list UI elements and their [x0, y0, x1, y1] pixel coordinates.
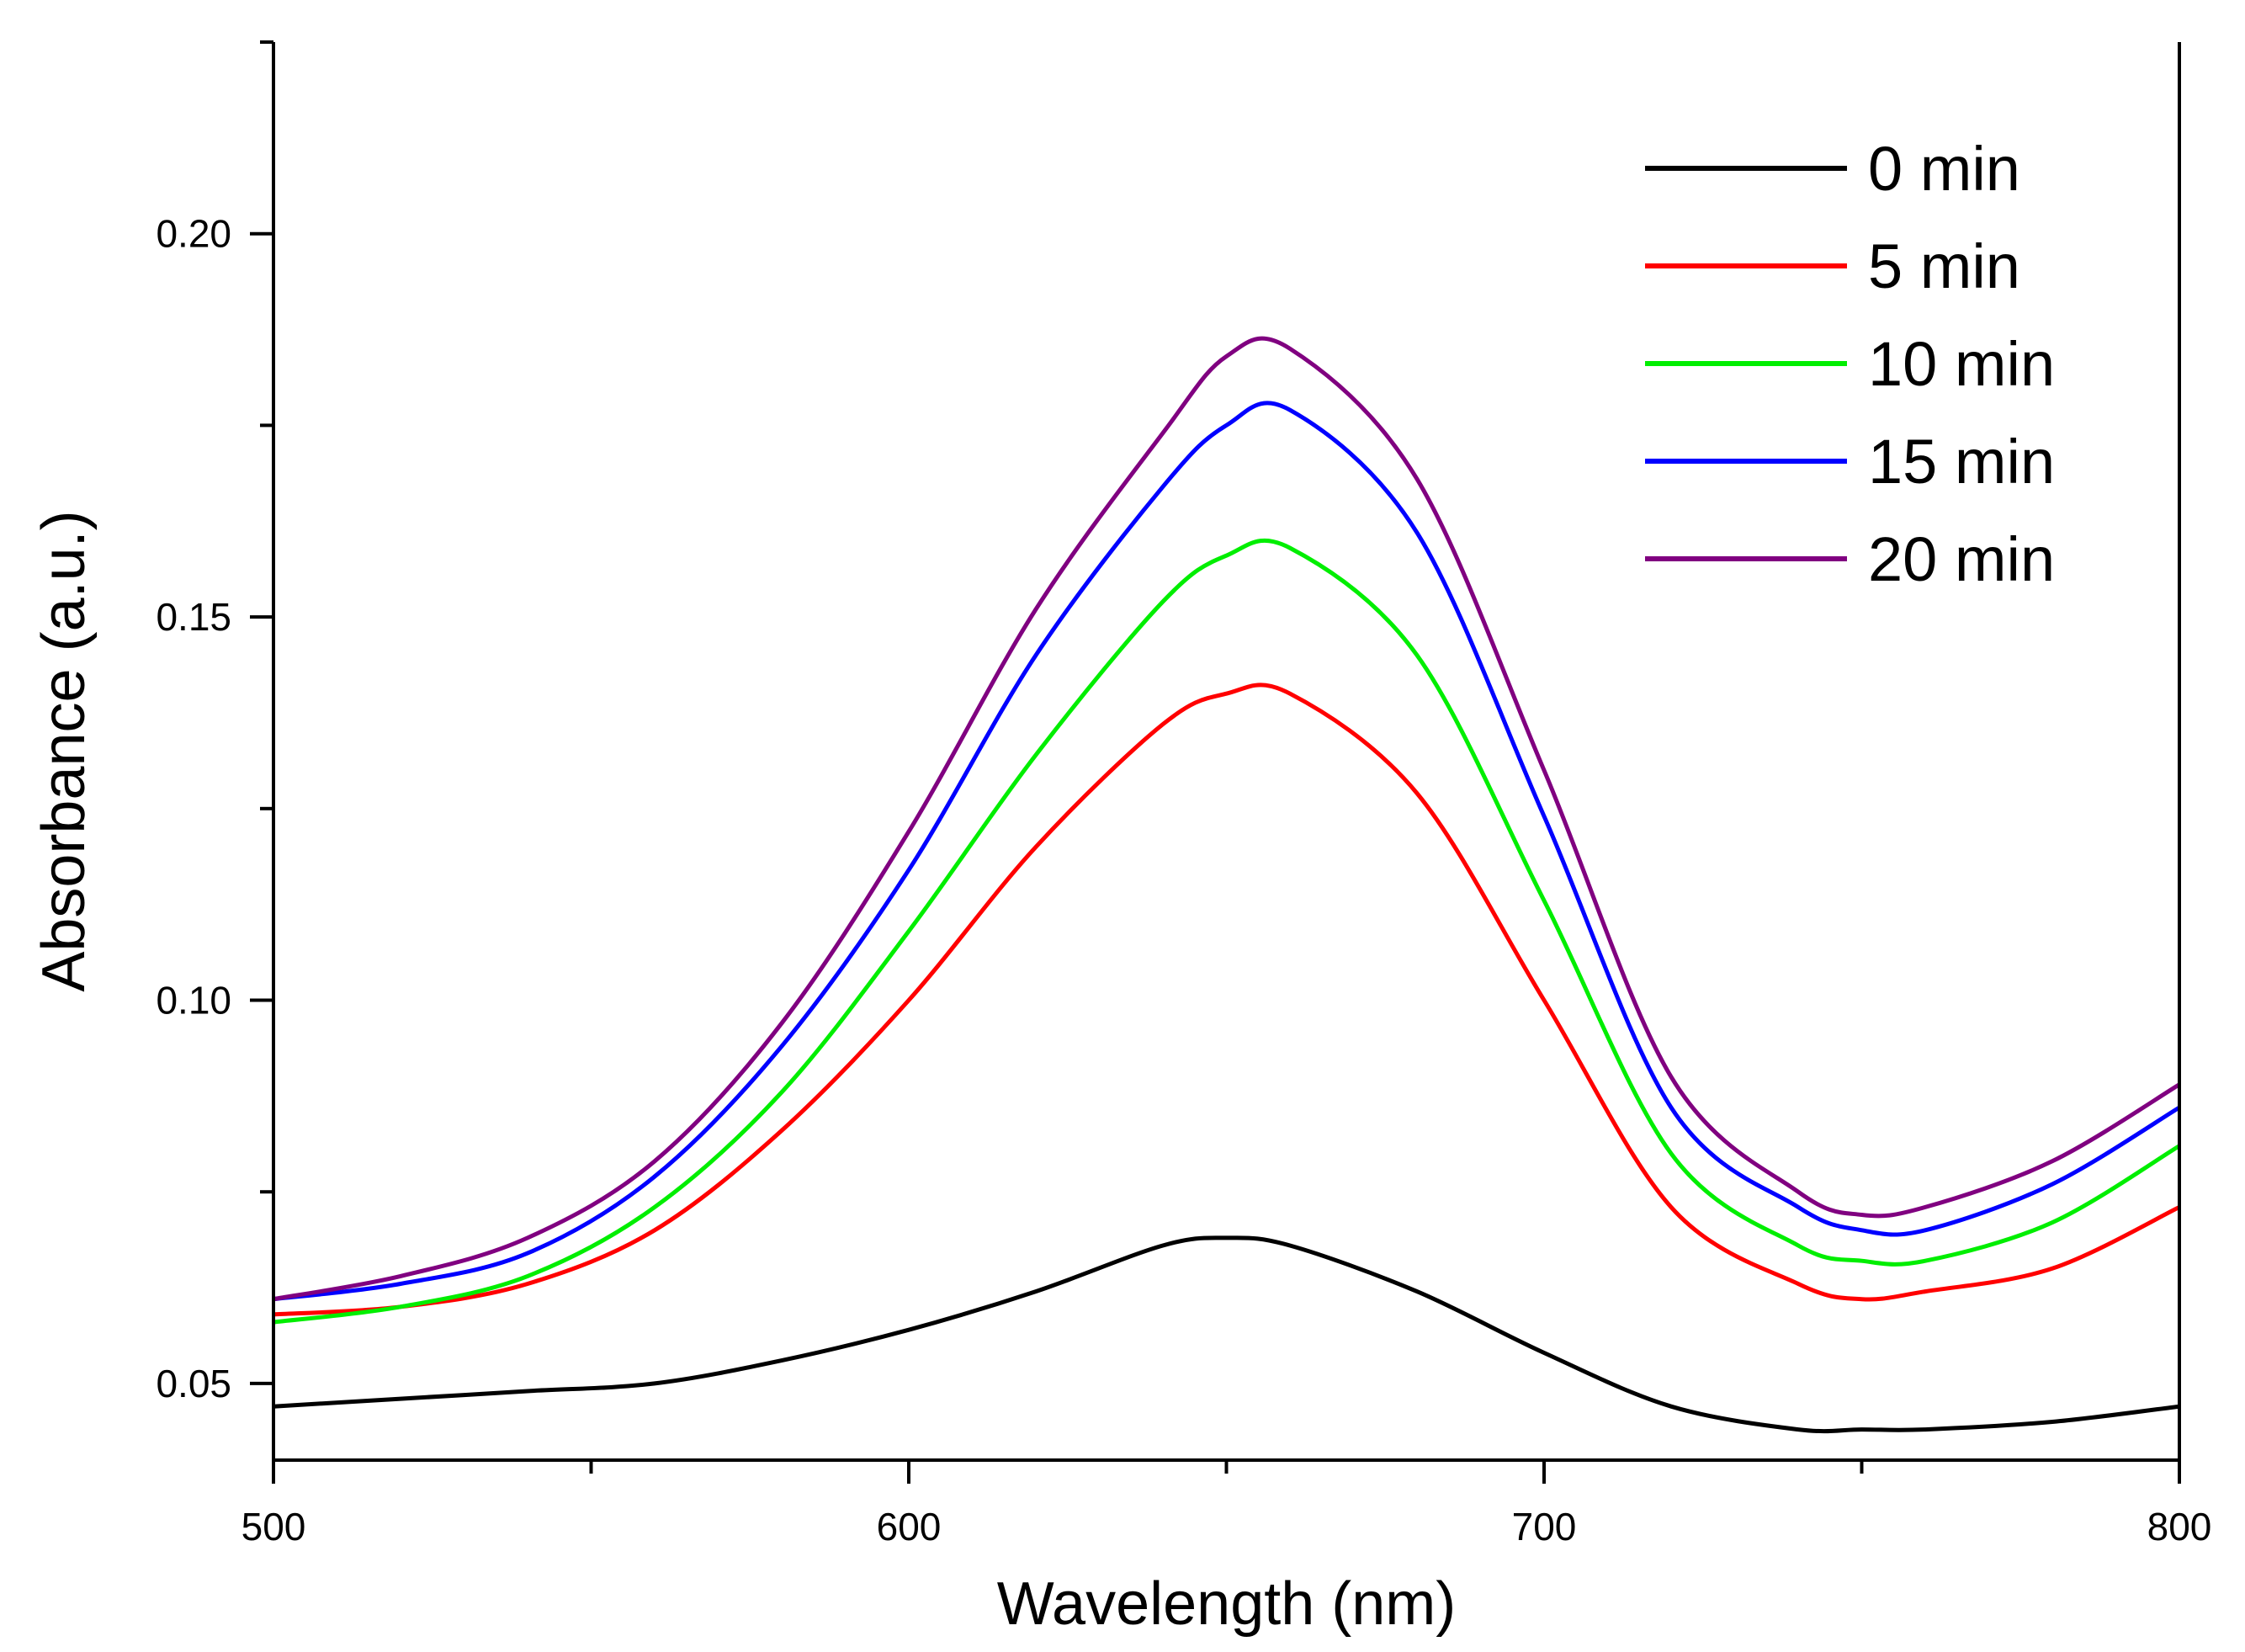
y-tick-label-2: 0.15 [156, 595, 231, 639]
y-tick-label-0: 0.05 [156, 1362, 231, 1405]
series-line-5-min [273, 683, 2179, 1317]
x-tick-label-600: 600 [877, 1505, 942, 1548]
x-tick-label-500: 500 [241, 1505, 306, 1548]
x-tick-label-800: 800 [2147, 1505, 2212, 1548]
y-axis-title: Absorbance (a.u.) [30, 510, 98, 991]
y-tick-label-1: 0.10 [156, 979, 231, 1023]
y-tick-label-3: 0.20 [156, 212, 231, 256]
legend-label-10-min: 10 min [1868, 329, 2055, 399]
series-line-20-min [273, 336, 2179, 1302]
legend-label-0-min: 0 min [1868, 134, 2020, 204]
legend-label-5-min: 5 min [1868, 231, 2020, 301]
series-line-0-min [273, 1235, 2179, 1434]
series-group [273, 336, 2179, 1434]
series-line-15-min [273, 401, 2179, 1302]
legend-label-15-min: 15 min [1868, 427, 2055, 497]
x-tick-label-700: 700 [1512, 1505, 1577, 1548]
series-line-10-min [273, 538, 2179, 1325]
legend-label-20-min: 20 min [1868, 524, 2055, 594]
x-axis-title: Wavelength (nm) [997, 1570, 1457, 1638]
